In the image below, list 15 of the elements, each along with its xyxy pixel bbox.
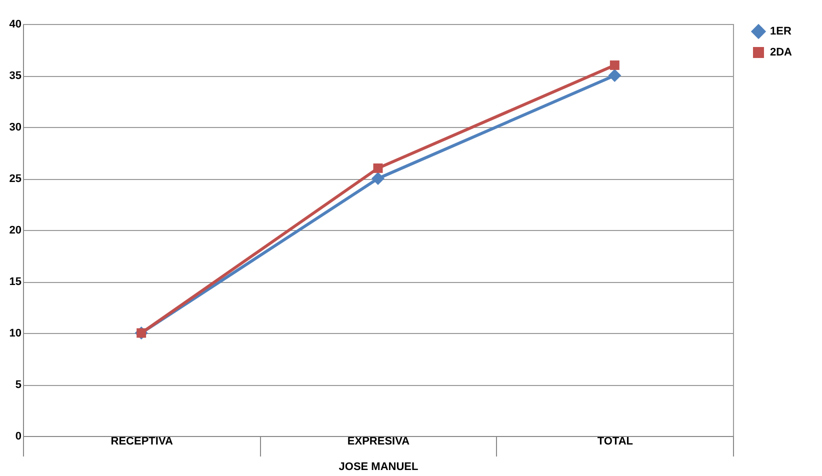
x-tick-label: EXPRESIVA	[347, 436, 410, 448]
y-tick-label: 20	[9, 224, 22, 236]
y-tick-label: 0	[15, 430, 22, 442]
y-tick-label: 30	[9, 122, 22, 134]
x-tick-label: RECEPTIVA	[110, 436, 173, 448]
y-tick-label: 5	[15, 379, 22, 391]
x-axis-title: JOSE MANUEL	[338, 461, 418, 473]
x-tick-label: TOTAL	[597, 436, 634, 448]
legend-label: 1ER	[770, 26, 792, 38]
y-tick-label: 10	[9, 328, 22, 340]
y-tick-label: 25	[9, 173, 22, 185]
y-tick-label: 15	[9, 276, 22, 288]
y-tick-label: 40	[9, 18, 22, 30]
y-tick-label: 35	[9, 70, 22, 82]
legend-label: 2DA	[770, 46, 792, 58]
